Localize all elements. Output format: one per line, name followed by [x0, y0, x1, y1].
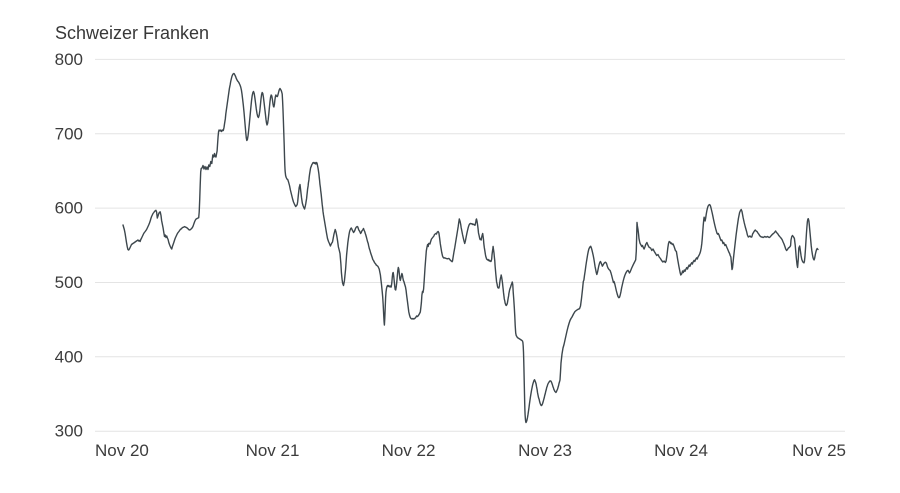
svg-text:Nov 23: Nov 23 [518, 441, 572, 460]
svg-text:500: 500 [55, 273, 83, 292]
svg-text:400: 400 [55, 347, 83, 366]
svg-text:800: 800 [55, 50, 83, 69]
svg-text:Nov 22: Nov 22 [382, 441, 436, 460]
svg-text:Nov 24: Nov 24 [654, 441, 708, 460]
svg-text:Nov 20: Nov 20 [95, 441, 149, 460]
svg-text:Nov 25: Nov 25 [792, 441, 846, 460]
svg-text:700: 700 [55, 124, 83, 143]
svg-text:Nov 21: Nov 21 [246, 441, 300, 460]
svg-text:Schweizer Franken: Schweizer Franken [55, 23, 209, 43]
svg-text:300: 300 [55, 422, 83, 441]
svg-text:600: 600 [55, 199, 83, 218]
